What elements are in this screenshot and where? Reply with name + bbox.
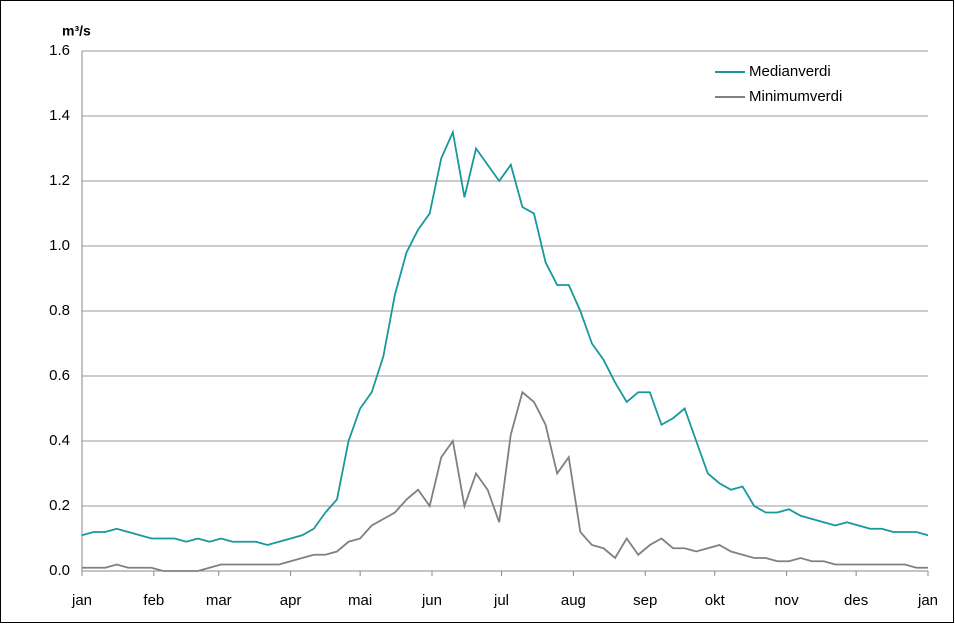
y-tick-label: 1.4 [49,107,70,124]
x-tick-label: jun [421,592,442,609]
x-tick-label: jan [917,592,938,609]
x-tick-label: jan [71,592,92,609]
y-tick-label: 0.0 [49,562,70,579]
y-tick-label: 1.0 [49,237,70,254]
data-line [82,390,928,572]
y-tick-label: 1.2 [49,172,70,189]
x-tick-label: nov [775,592,800,609]
y-axis-label: m³/s [62,23,91,39]
y-tick-label: 0.4 [49,432,70,449]
x-tick-label: feb [143,592,164,609]
x-tick-label: mai [348,592,372,609]
x-tick-label: apr [280,592,302,609]
legend-label: Minimumverdi [749,88,842,105]
legend-label: Medianverdi [749,63,831,80]
y-tick-label: 0.8 [49,302,70,319]
data-line [81,129,929,546]
x-tick-label: aug [561,592,586,609]
y-tick-label: 0.2 [49,497,70,514]
x-tick-label: des [844,592,868,609]
x-tick-label: jul [493,592,509,609]
x-tick-label: mar [206,592,232,609]
x-tick-label: okt [705,592,726,609]
y-tick-label: 1.6 [49,42,70,59]
x-tick-label: sep [633,592,657,609]
y-tick-label: 0.6 [49,367,70,384]
